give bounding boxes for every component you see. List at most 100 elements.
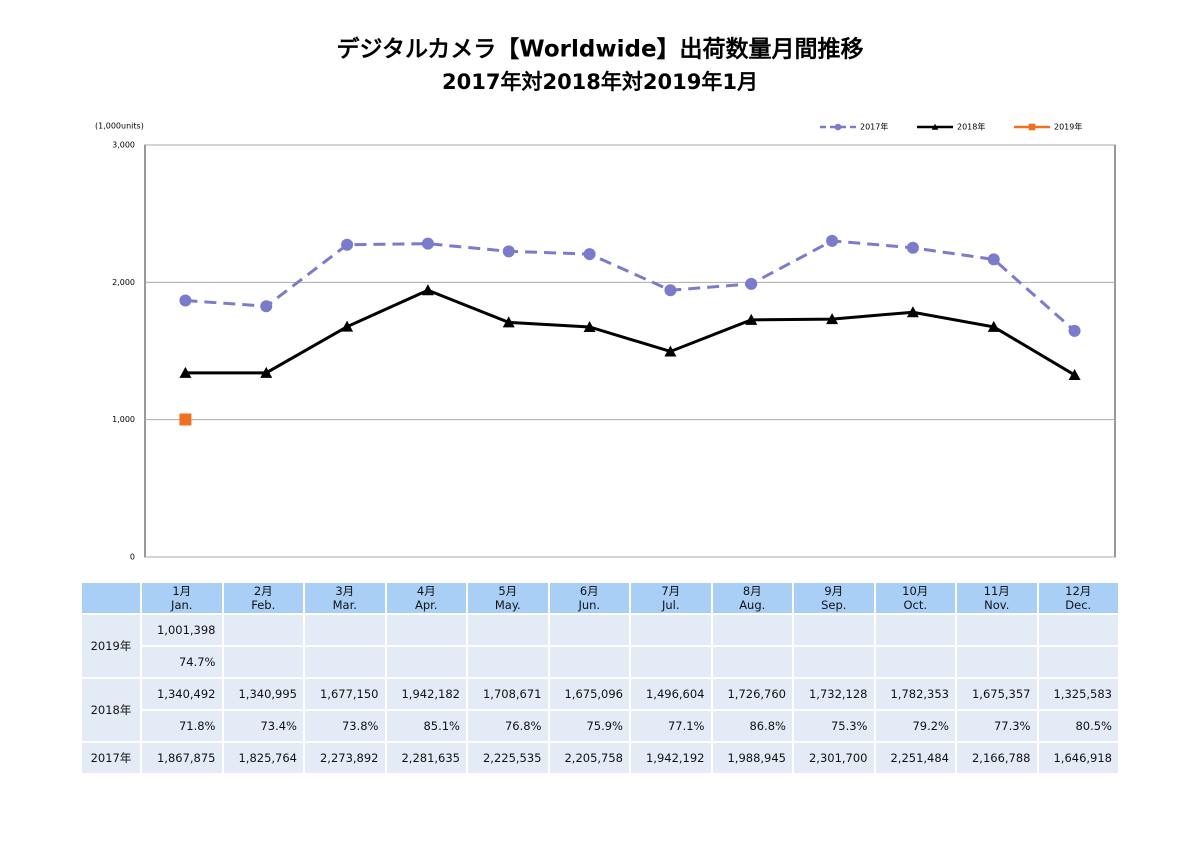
header-ja: 9月 [824, 584, 844, 598]
data-row: 2019年 1,001,398 [80, 613, 1120, 679]
point [906, 306, 919, 318]
header-en: Feb. [251, 598, 276, 612]
data-row: 2017年 1,867,875 1,825,764 2,273,892 2,281,63… [80, 741, 1120, 775]
point [583, 248, 596, 261]
value-cell [1036, 645, 1120, 679]
value-cell [384, 645, 468, 679]
value-cell: 1,675,357 [955, 677, 1039, 711]
value-cell: 1,708,671 [466, 677, 550, 711]
value-cell [955, 645, 1039, 679]
y-unit: (1,000units) [95, 122, 144, 131]
header-en: Nov. [984, 598, 1010, 612]
header-ja: 11月 [983, 584, 1010, 598]
point [906, 241, 919, 254]
y-tick-label: 3,000 [112, 141, 135, 150]
header-ja: 2月 [253, 584, 273, 598]
value-cell [873, 645, 957, 679]
point [421, 237, 434, 250]
value-cell: 1,825,764 [221, 741, 305, 775]
header-en: Jul. [661, 598, 680, 612]
header-cell: 9月 Sep. [792, 581, 876, 615]
value-cell: 73.8% [303, 709, 387, 743]
value-cell: 2,251,484 [873, 741, 957, 775]
header-ja: 1月 [172, 584, 192, 598]
value-cell: 86.8% [710, 709, 794, 743]
value-cell: 85.1% [384, 709, 468, 743]
header-en: Jun. [578, 598, 601, 612]
legend-label: 2018年 [957, 122, 985, 132]
value-cell [303, 613, 387, 647]
point [745, 313, 758, 325]
header-en: Jan. [171, 598, 193, 612]
value-cell: 1,942,182 [384, 677, 468, 711]
value-cell: 1,675,096 [547, 677, 631, 711]
header-corner [80, 581, 142, 615]
data-table: 1月 Jan. 2月 Feb. 3月 Mar. 4月 Apr. 5月 May. 6月 Jun. 7月 Ju… [80, 581, 1120, 775]
chart-subtitle: 2017年対2018年対2019年1月 [442, 70, 758, 94]
value-cell: 77.3% [955, 709, 1039, 743]
header-cell: 6月 Jun. [547, 581, 631, 615]
point [664, 345, 677, 357]
value-cell: 1,942,192 [629, 741, 713, 775]
header-en: May. [494, 598, 521, 612]
data-row: 71.8% 73.4% 73.8% 85.1% 76.8% 75.9% 77.1% 86.8%… [81, 709, 1120, 743]
value-cell [955, 613, 1039, 647]
header-cell: 10月 Oct. [873, 581, 957, 615]
y-tick-label: 1,000 [112, 415, 135, 424]
point [341, 320, 354, 332]
chart: デジタルカメラ【Worldwide】出荷数量月間推移 2017年対2018年対2… [95, 36, 1116, 562]
value-cell: 1,867,875 [140, 741, 224, 775]
value-cell: 1,677,150 [303, 677, 387, 711]
point [664, 284, 677, 297]
header-en: Oct. [903, 598, 928, 612]
chart-title: デジタルカメラ【Worldwide】出荷数量月間推移 [336, 36, 863, 63]
header-ja: 5月 [498, 584, 518, 598]
value-cell [873, 613, 957, 647]
legend-marker [1028, 123, 1036, 131]
header-cell: 1月 Jan. [140, 581, 224, 615]
point [583, 320, 596, 332]
value-cell [792, 645, 876, 679]
value-cell: 75.3% [792, 709, 876, 743]
value-cell: 1,340,492 [140, 677, 224, 711]
legend-marker [931, 123, 939, 130]
value-cell: 73.4% [221, 709, 305, 743]
value-cell [466, 645, 550, 679]
value-cell [466, 613, 550, 647]
value-cell [1036, 613, 1120, 647]
value-cell: 77.1% [629, 709, 713, 743]
header-ja: 4月 [416, 584, 436, 598]
value-cell [221, 613, 305, 647]
header-cell: 5月 May. [466, 581, 550, 615]
header-ja: 10月 [902, 584, 929, 598]
row-label: 2017年 [80, 741, 142, 775]
value-cell: 1,726,760 [710, 677, 794, 711]
value-cell: 1,646,918 [1036, 741, 1120, 775]
point [260, 300, 273, 313]
value-cell: 2,301,700 [792, 741, 876, 775]
value-cell [629, 613, 713, 647]
value-cell [384, 613, 468, 647]
value-cell: 2,225,535 [466, 741, 550, 775]
point [260, 366, 273, 378]
header-row: 1月 Jan. 2月 Feb. 3月 Mar. 4月 Apr. 5月 May. 6月 Jun. 7月 Ju… [80, 581, 1120, 615]
value-cell [547, 613, 631, 647]
value-cell: 1,988,945 [710, 741, 794, 775]
header-cell: 12月 Dec. [1036, 581, 1120, 615]
legend-label: 2017年 [860, 122, 888, 132]
point [179, 294, 192, 307]
value-cell: 75.9% [547, 709, 631, 743]
value-cell: 1,732,128 [792, 677, 876, 711]
header-en: Aug. [739, 598, 766, 612]
header-cell: 11月 Nov. [955, 581, 1039, 615]
value-cell [710, 613, 794, 647]
point [1068, 368, 1081, 380]
value-cell: 1,782,353 [873, 677, 957, 711]
plot-frame [144, 144, 1116, 558]
value-cell [792, 613, 876, 647]
point [987, 320, 1000, 332]
series-line [185, 239, 1076, 332]
point [987, 253, 1000, 266]
value-cell: 80.5% [1036, 709, 1120, 743]
